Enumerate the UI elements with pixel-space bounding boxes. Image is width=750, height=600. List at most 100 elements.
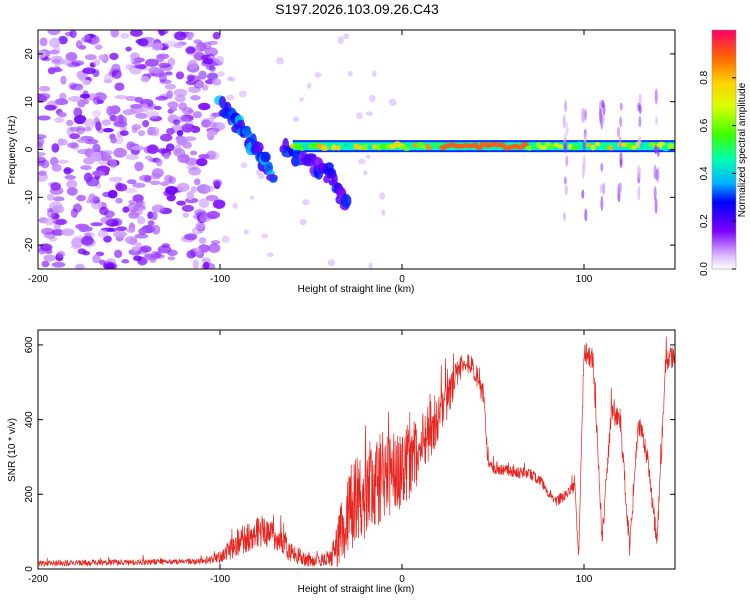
noise-blob: [107, 227, 118, 233]
streak-blob: [617, 184, 621, 195]
noise-blob: [365, 154, 371, 159]
noise-blob: [167, 249, 178, 257]
noise-blob: [100, 154, 113, 162]
noise-blob: [49, 49, 60, 55]
streak-blob: [563, 142, 567, 151]
zero-line-blob: [362, 144, 370, 151]
noise-blob: [356, 112, 363, 120]
noise-blob: [125, 153, 139, 161]
noise-blob: [190, 95, 201, 101]
streak-blob: [638, 116, 642, 128]
noise-blob: [66, 187, 78, 196]
noise-blob: [229, 76, 236, 82]
noise-blob: [187, 31, 195, 39]
noise-blob: [113, 115, 127, 125]
noise-blob: [51, 164, 62, 172]
noise-blob: [75, 263, 85, 269]
noise-blob: [113, 230, 127, 238]
streak-blob: [562, 211, 566, 222]
noise-blob: [232, 202, 238, 209]
noise-blob: [83, 157, 95, 165]
noise-blob: [46, 208, 54, 213]
streak-blob: [655, 116, 659, 126]
noise-blob: [206, 129, 216, 137]
spectrogram-ytick-label: 0: [24, 146, 35, 152]
noise-blob: [276, 57, 284, 65]
zero-line-blob: [530, 145, 538, 150]
noise-blob: [122, 206, 130, 213]
noise-blob: [201, 117, 214, 125]
noise-blob: [49, 37, 61, 48]
streak-blob: [583, 108, 587, 123]
noise-blob: [163, 152, 170, 160]
noise-blob: [52, 196, 65, 202]
snr-ytick-label: 200: [24, 486, 35, 503]
noise-blob: [121, 259, 130, 264]
noise-blob: [151, 168, 164, 178]
noise-blob: [158, 62, 171, 68]
zero-line-blob: [544, 142, 551, 147]
noise-blob: [99, 206, 109, 216]
noise-blob: [81, 99, 90, 105]
colorbar-tick-label: 0.6: [699, 118, 710, 132]
zero-line-blob: [594, 142, 601, 147]
spectrogram-xtick-label: 100: [576, 274, 593, 285]
noise-blob: [189, 150, 198, 156]
noise-blob: [145, 110, 160, 119]
streak-blob: [600, 195, 604, 212]
noise-blob: [197, 223, 205, 234]
noise-blob: [201, 84, 209, 91]
noise-blob: [166, 90, 173, 99]
snr-xlabel: Height of straight line (km): [298, 584, 415, 595]
spectrogram-ytick-label: 10: [24, 96, 35, 108]
noise-blob: [202, 57, 214, 65]
noise-blob: [71, 60, 85, 66]
snr-ylabel: SNR (10 * v/v): [7, 418, 18, 482]
noise-blob: [186, 190, 195, 201]
snr-series-line: [38, 336, 675, 567]
noise-blob: [172, 119, 181, 126]
noise-blob: [132, 182, 146, 188]
zero-line-blob: [330, 144, 337, 151]
zero-line-blob: [367, 145, 373, 150]
noise-blob: [131, 123, 142, 131]
track-blob: [340, 193, 352, 208]
noise-blob: [160, 64, 173, 71]
noise-blob: [212, 199, 226, 209]
streak-blob: [564, 99, 568, 113]
noise-blob: [185, 46, 196, 54]
noise-blob: [125, 46, 132, 52]
noise-blob: [198, 237, 207, 244]
colorbar: 0.0 0.2 0.4 0.6 0.8 Normalized spectral ampl…: [699, 29, 748, 276]
noise-blob: [103, 235, 112, 243]
noise-blob: [153, 105, 162, 111]
noise-blob: [103, 73, 114, 83]
noise-blob: [146, 144, 159, 155]
noise-blob: [134, 233, 149, 239]
noise-blob: [98, 54, 106, 61]
noise-blob: [357, 158, 366, 165]
noise-blob: [155, 96, 168, 101]
noise-blob: [226, 94, 235, 101]
noise-blob: [116, 226, 127, 232]
noise-blob: [43, 218, 55, 226]
streak-blob: [600, 162, 604, 172]
noise-blob: [38, 85, 51, 92]
figure-title: S197.2026.103.09.26.C43: [275, 1, 439, 17]
spectrogram-xtick-label: 0: [399, 274, 405, 285]
noise-blob: [91, 36, 100, 45]
noise-blob: [192, 259, 199, 269]
streak-blob: [601, 99, 605, 109]
noise-blob: [198, 198, 210, 209]
noise-blob: [193, 79, 205, 89]
noise-blob: [192, 111, 203, 119]
streak-blob: [564, 185, 568, 195]
streak-blob: [562, 114, 566, 129]
noise-blob: [181, 204, 194, 212]
colorbar-label: Normalized spectral amplitude: [737, 82, 748, 217]
snr-xtick-label: 0: [399, 574, 405, 585]
noise-blob: [159, 181, 169, 187]
noise-blob: [57, 159, 69, 164]
